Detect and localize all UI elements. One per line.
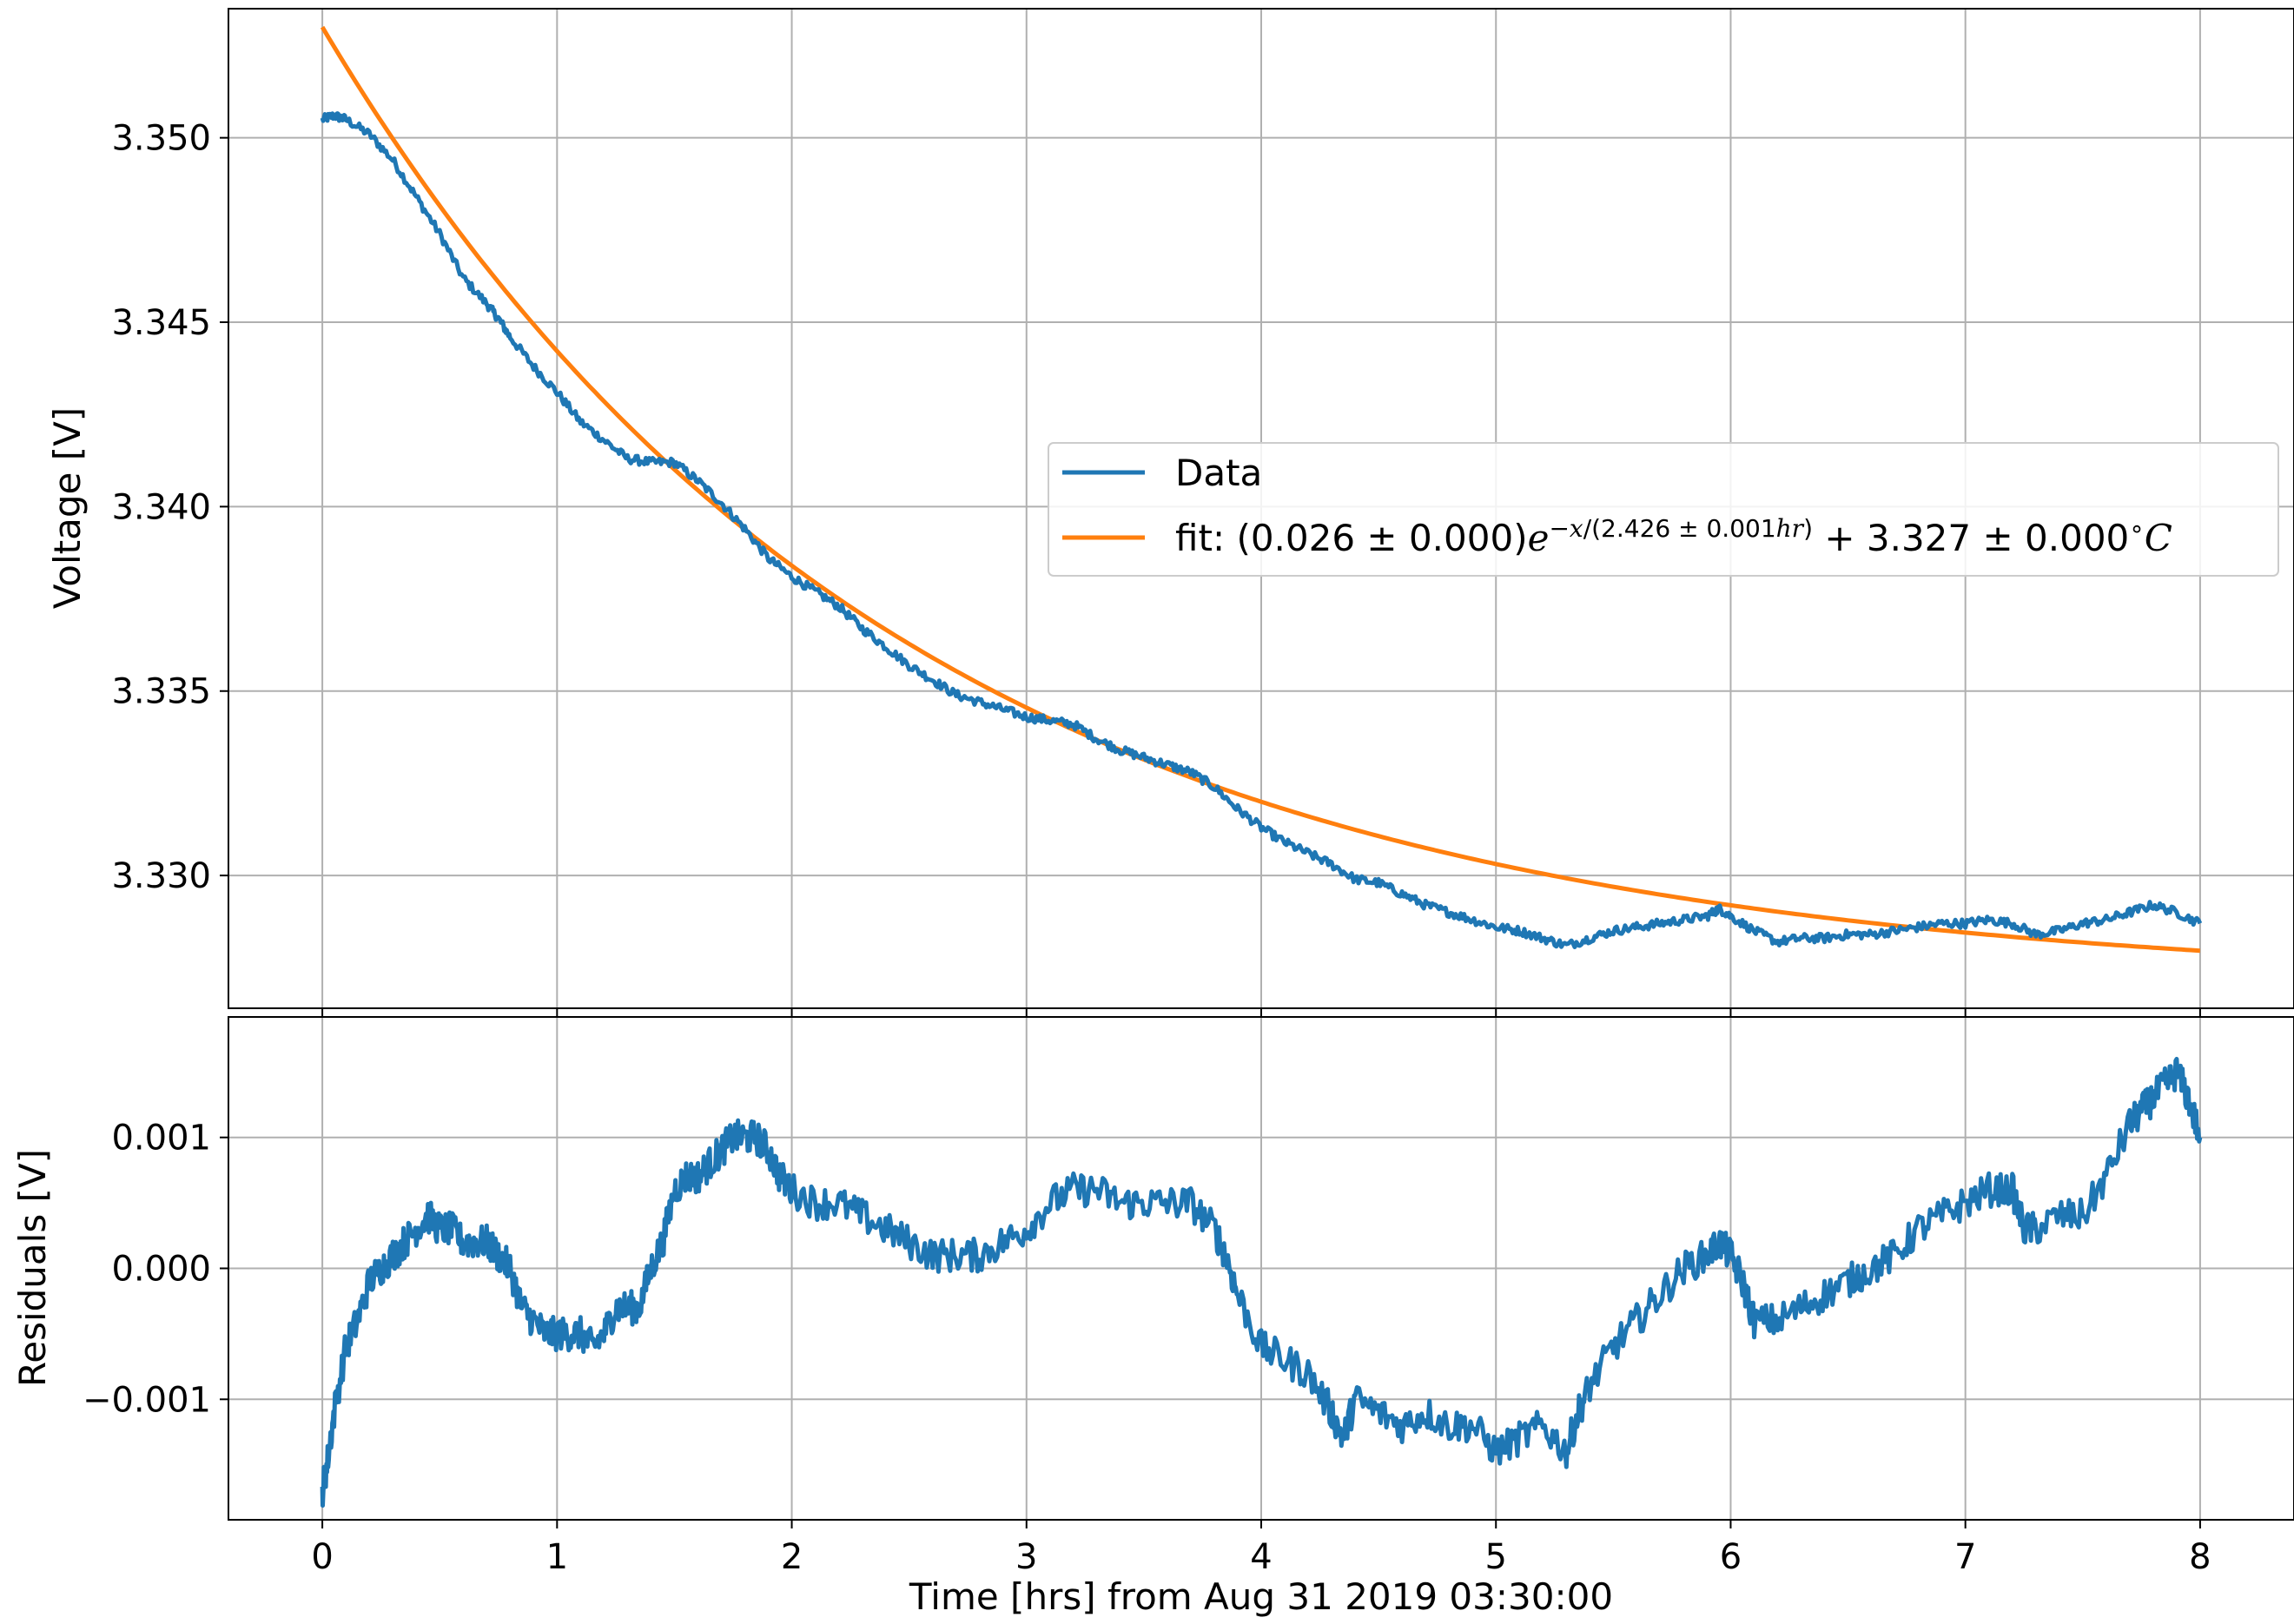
voltage-tick-label-1: 3.335	[111, 672, 211, 712]
time-tick-label-0: 0	[311, 1537, 333, 1577]
time-tick-label-2: 2	[781, 1537, 803, 1577]
legend-data-label: Data	[1175, 452, 1262, 494]
time-tick-label-6: 6	[1720, 1537, 1742, 1577]
time-tick-label-3: 3	[1015, 1537, 1037, 1577]
voltage-axis-title: Voltage [V]	[46, 407, 89, 609]
residuals-data-line	[320, 1056, 2203, 1508]
residuals-tick-label-1: 0.000	[111, 1250, 211, 1290]
residuals-grid	[228, 1017, 2294, 1520]
time-tick-label-1: 1	[546, 1537, 568, 1577]
time-tick-label-4: 4	[1250, 1537, 1272, 1577]
voltage-panel: 3.330 3.335 3.340 3.345 3.350 Voltage [V] Da…	[46, 8, 2294, 1017]
residuals-axis-title: Residuals [V]	[11, 1149, 54, 1387]
time-axis-title: Time [hrs] from Aug 31 2019 03:30:00	[909, 1575, 1613, 1618]
fit-line	[320, 25, 2201, 954]
residuals-tick-label-0: −0.001	[83, 1380, 211, 1420]
residuals-tick-label-2: 0.001	[111, 1119, 211, 1159]
voltage-tick-label-0: 3.330	[111, 856, 211, 896]
voltage-data-line	[320, 111, 2203, 949]
voltage-grid	[228, 9, 2294, 1008]
residuals-series	[320, 1056, 2203, 1508]
voltage-ticks: 3.330 3.335 3.340 3.345 3.350	[111, 119, 2201, 1017]
voltage-tick-label-4: 3.350	[111, 119, 211, 159]
legend-fit-label: fit: (0.026 ± 0.000)e−x/(2.426 ± 0.001hr…	[1175, 514, 2172, 560]
time-tick-label-5: 5	[1485, 1537, 1507, 1577]
residuals-ticks: 0 1 2 3 4 5 6 7 8 −0.001 0.000 0.001	[83, 1119, 2211, 1577]
time-tick-label-8: 8	[2189, 1537, 2211, 1577]
legend: Data fit: (0.026 ± 0.000)e−x/(2.426 ± 0.…	[1048, 442, 2279, 577]
voltage-series	[320, 25, 2203, 954]
voltage-tick-label-3: 3.345	[111, 303, 211, 343]
time-tick-label-7: 7	[1954, 1537, 1976, 1577]
legend-box	[1048, 442, 2279, 577]
voltage-tick-label-2: 3.340	[111, 487, 211, 527]
